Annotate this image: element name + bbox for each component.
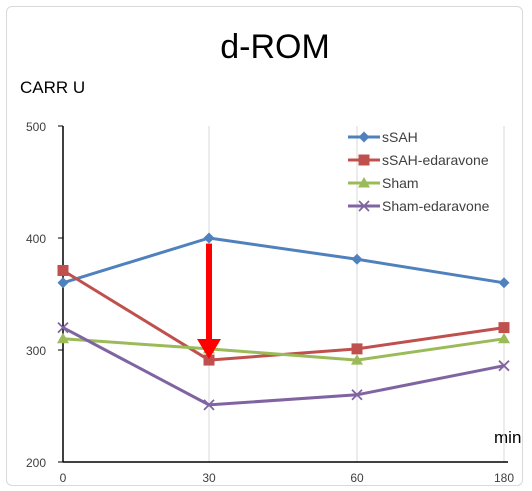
- axes: [58, 125, 508, 463]
- x-tick-label-60: 60: [350, 471, 364, 485]
- legend-label-ssah-edaravone: sSAH-edaravone: [382, 152, 489, 168]
- data-point-ssah-edaravone-60: [351, 343, 363, 355]
- legend-marker-ssah-edaravone: [358, 154, 370, 166]
- legend-marker-ssah: [358, 131, 370, 143]
- x-tick-label-180: 180: [494, 471, 514, 485]
- data-point-sham-60: [351, 354, 363, 365]
- arrow-shaft: [206, 243, 212, 341]
- data-point-sham-edaravone-0: [57, 321, 69, 334]
- series-line-ssah: [62, 236, 505, 285]
- chart-title: d-ROM: [220, 28, 330, 66]
- legend: sSAH sSAH-edaravone Sham Sham-edaravone: [348, 129, 490, 214]
- y-tick-label-500: 500: [26, 120, 46, 134]
- data-point-sham-0: [57, 332, 69, 344]
- data-point-ssah-30: [203, 232, 215, 244]
- annotation-arrow: [197, 243, 221, 359]
- legend-label-sham: Sham: [382, 175, 419, 191]
- y-tick-label-400: 400: [26, 232, 46, 246]
- data-point-sham-edaravone-30: [203, 399, 215, 411]
- y-axis-label: CARR U: [20, 78, 85, 97]
- legend-label-sham-edaravone: Sham-edaravone: [382, 198, 490, 214]
- x-tick-label-30: 30: [202, 471, 216, 485]
- series-line-sham-edaravone: [62, 326, 505, 407]
- grid: [208, 126, 505, 462]
- x-tick-label-0: 0: [60, 471, 67, 485]
- plot-area: [57, 232, 510, 411]
- tick-labels: 200 300 400 500 0 30 60 180: [26, 120, 514, 485]
- data-point-sham-edaravone-60: [351, 389, 363, 401]
- y-tick-label-200: 200: [26, 456, 46, 470]
- data-point-ssah-edaravone-180: [498, 322, 510, 334]
- data-point-sham-edaravone-180: [498, 360, 510, 372]
- series-line-ssah-edaravone: [62, 269, 505, 362]
- y-tick-label-300: 300: [26, 344, 46, 358]
- legend-label-ssah: sSAH: [382, 129, 418, 145]
- data-point-sham-180: [498, 332, 510, 344]
- data-point-ssah-edaravone-0: [57, 264, 69, 276]
- x-axis-label: min: [494, 428, 521, 447]
- data-point-ssah-180: [498, 277, 510, 289]
- legend-marker-sham: [358, 177, 370, 188]
- data-point-ssah-edaravone-30: [203, 354, 215, 366]
- legend-marker-sham-edaravone: [358, 200, 370, 212]
- series-line-sham: [62, 337, 505, 362]
- data-point-ssah-60: [351, 253, 363, 265]
- arrow-head: [197, 338, 221, 359]
- data-point-ssah-0: [57, 277, 69, 289]
